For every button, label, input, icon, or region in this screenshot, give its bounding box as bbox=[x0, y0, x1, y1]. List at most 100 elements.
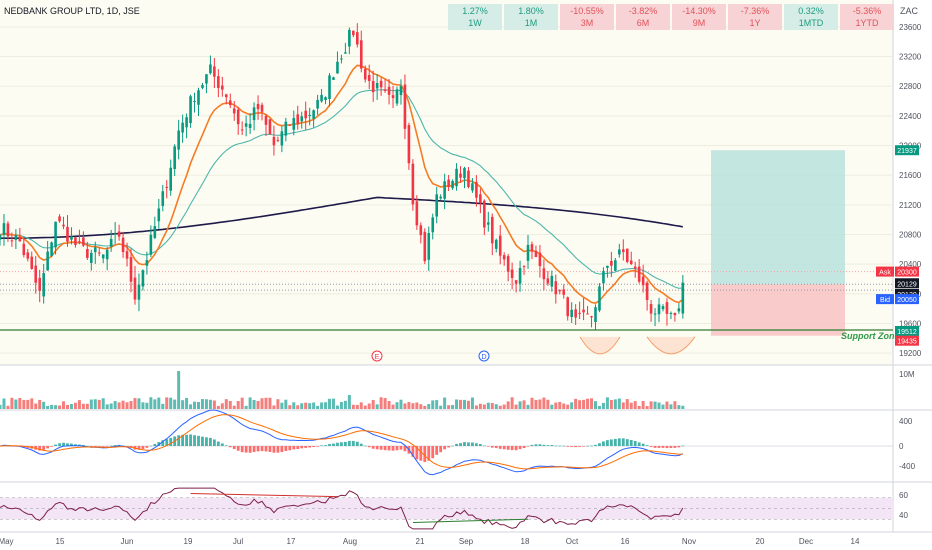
volume-bar bbox=[240, 397, 244, 409]
macd-histogram-bar bbox=[514, 446, 518, 451]
perf-1w[interactable]: 1.27% 1W bbox=[448, 4, 502, 30]
candle-body bbox=[356, 32, 359, 45]
volume-bar bbox=[459, 399, 463, 409]
candle-body bbox=[105, 249, 109, 260]
candle-body bbox=[316, 99, 319, 109]
candle-body bbox=[300, 116, 304, 122]
macd-histogram-bar bbox=[74, 444, 77, 446]
volume-bar bbox=[590, 398, 594, 409]
macd-histogram-bar bbox=[419, 446, 423, 461]
macd-line bbox=[0, 409, 684, 476]
perf-9m[interactable]: -14.30% 9M bbox=[672, 4, 726, 30]
volume-bar bbox=[494, 404, 498, 409]
volume-bar bbox=[439, 405, 443, 409]
candle-body bbox=[352, 30, 355, 36]
candle-body bbox=[117, 231, 121, 237]
volume-bar bbox=[153, 399, 157, 409]
volume-bar bbox=[2, 398, 6, 409]
price-tag-name: Ask bbox=[879, 270, 891, 277]
macd-histogram-bar bbox=[54, 444, 57, 446]
candle-body bbox=[46, 251, 49, 271]
macd-histogram-bar bbox=[475, 443, 478, 446]
volume-bar bbox=[173, 399, 177, 409]
macd-histogram-bar bbox=[157, 442, 161, 446]
candle-body bbox=[387, 86, 391, 95]
price-tick-label: 22800 bbox=[899, 82, 922, 91]
price-labels: 21937Ask203002012920120Bid20050195121943… bbox=[876, 145, 919, 346]
volume-bar bbox=[427, 404, 431, 409]
macd-histogram-bar bbox=[673, 446, 677, 448]
candle-body bbox=[522, 265, 526, 267]
perf-6m[interactable]: -3.82% 6M bbox=[616, 4, 670, 30]
macd-histogram-bar bbox=[336, 442, 339, 446]
volume-bar bbox=[65, 404, 69, 409]
candle-body bbox=[38, 277, 41, 291]
candle-body bbox=[328, 75, 331, 100]
macd-histogram-bar bbox=[455, 443, 458, 446]
volume-bar bbox=[161, 403, 165, 409]
candle-body bbox=[629, 260, 633, 265]
volume-bar bbox=[54, 405, 58, 409]
macd-histogram-bar bbox=[359, 443, 363, 446]
perf-1m[interactable]: 1.80% 1M bbox=[504, 4, 558, 30]
macd-histogram-bar bbox=[542, 444, 546, 446]
volume-bar bbox=[387, 400, 391, 409]
macd-histogram-bar bbox=[653, 446, 657, 448]
candle-body bbox=[209, 64, 212, 74]
macd-histogram-bar bbox=[62, 442, 65, 446]
perf-3m[interactable]: -10.55% 3M bbox=[560, 4, 614, 30]
candle-body bbox=[475, 182, 478, 198]
volume-bar bbox=[272, 405, 276, 409]
volume-bar bbox=[665, 401, 669, 409]
candle-body bbox=[586, 313, 589, 315]
price-tick-label: 23200 bbox=[899, 53, 922, 62]
candle-body bbox=[193, 100, 196, 102]
macd-histogram-bar bbox=[435, 446, 439, 455]
macd-axis-label: 0 bbox=[899, 442, 904, 451]
macd-histogram-bar bbox=[661, 446, 665, 448]
volume-pane: 10M bbox=[0, 370, 915, 409]
macd-histogram-bar bbox=[232, 446, 236, 450]
candle-body bbox=[22, 243, 26, 256]
volume-bar bbox=[308, 403, 312, 409]
macd-histogram-bar bbox=[657, 446, 661, 448]
perf-1y[interactable]: -7.36% 1Y bbox=[728, 4, 782, 30]
volume-bar bbox=[197, 402, 200, 409]
candle-body bbox=[161, 191, 165, 207]
date-tick-label: Jul bbox=[233, 537, 243, 546]
perf-1mtd[interactable]: 0.32% 1MTD bbox=[784, 4, 838, 30]
volume-bar bbox=[260, 398, 264, 409]
volume-bar bbox=[42, 401, 46, 409]
macd-histogram-bar bbox=[427, 446, 431, 461]
macd-histogram-bar bbox=[197, 435, 200, 446]
candle-body bbox=[518, 268, 522, 284]
candle-body bbox=[205, 74, 208, 84]
candle-body bbox=[213, 66, 216, 77]
volume-bar bbox=[474, 405, 478, 409]
candle-body bbox=[621, 249, 625, 253]
candle-body bbox=[177, 130, 180, 150]
perf-1ytd[interactable]: -5.36% 1YTD bbox=[840, 4, 894, 30]
macd-histogram-bar bbox=[66, 443, 69, 446]
volume-bar bbox=[137, 398, 141, 409]
date-tick-label: 16 bbox=[621, 537, 630, 546]
volume-bar bbox=[367, 403, 371, 409]
candle-body bbox=[101, 254, 105, 259]
event-marker bbox=[478, 350, 490, 362]
volume-bar bbox=[637, 405, 641, 409]
candle-body bbox=[383, 89, 387, 91]
stop-zone bbox=[711, 284, 845, 336]
macd-histogram-bar bbox=[236, 446, 240, 451]
date-tick-label: 18 bbox=[521, 537, 530, 546]
volume-bar bbox=[335, 405, 339, 409]
macd-histogram-bar bbox=[276, 446, 280, 453]
macd-histogram-bar bbox=[125, 446, 129, 447]
volume-bar bbox=[518, 401, 522, 409]
rsi-divergence-line bbox=[412, 518, 529, 523]
volume-bar bbox=[546, 399, 550, 409]
macd-histogram-bar bbox=[502, 446, 506, 450]
volume-bar bbox=[554, 402, 558, 409]
volume-bar bbox=[93, 399, 97, 409]
volume-bar bbox=[645, 405, 649, 409]
